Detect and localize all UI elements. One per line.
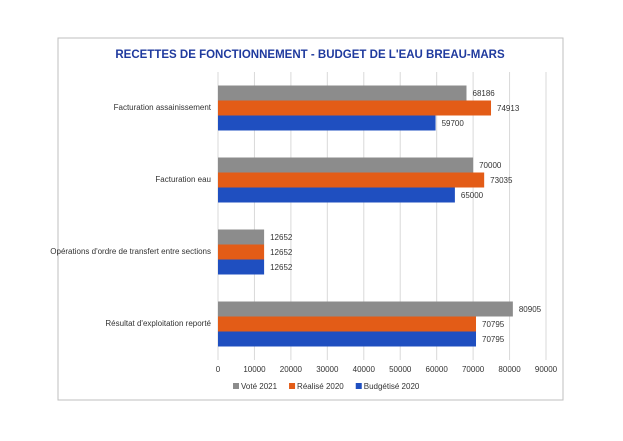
value-label: 70795 [482, 335, 505, 344]
bar [218, 100, 492, 116]
bar [218, 316, 477, 332]
value-label: 12652 [270, 233, 293, 242]
value-label: 12652 [270, 263, 293, 272]
bar [218, 301, 513, 317]
bar [218, 157, 474, 173]
value-label: 74913 [497, 104, 520, 113]
x-tick-label: 10000 [243, 365, 266, 374]
y-tick-label: Facturation assainissement [114, 103, 212, 112]
x-tick-label: 90000 [535, 365, 558, 374]
x-tick-label: 60000 [426, 365, 449, 374]
value-label: 80905 [519, 305, 542, 314]
legend-label: Réalisé 2020 [297, 382, 344, 391]
value-label: 68186 [473, 89, 496, 98]
bar [218, 259, 265, 275]
value-label: 59700 [442, 119, 465, 128]
value-label: 70795 [482, 320, 505, 329]
x-tick-label: 50000 [389, 365, 412, 374]
x-tick-label: 40000 [353, 365, 376, 374]
bar [218, 187, 455, 203]
x-tick-label: 20000 [280, 365, 303, 374]
legend-swatch [289, 383, 296, 389]
value-label: 70000 [479, 161, 502, 170]
x-tick-label: 80000 [498, 365, 521, 374]
bar [218, 172, 485, 188]
x-tick-label: 30000 [316, 365, 339, 374]
bar [218, 244, 265, 260]
x-tick-label: 0 [216, 365, 221, 374]
y-tick-label: Facturation eau [155, 175, 211, 184]
y-tick-label: Opérations d'ordre de transfert entre se… [50, 247, 211, 256]
chart-title: RECETTES DE FONCTIONNEMENT - BUDGET DE L… [115, 49, 505, 61]
value-label: 12652 [270, 248, 293, 257]
value-label: 73035 [490, 176, 513, 185]
bar [218, 229, 265, 245]
value-label: 65000 [461, 191, 484, 200]
legend-label: Voté 2021 [241, 382, 278, 391]
legend-swatch [355, 383, 362, 389]
x-tick-label: 70000 [462, 365, 485, 374]
bar [218, 85, 467, 101]
legend-swatch [233, 383, 239, 389]
legend-label: Budgétisé 2020 [364, 382, 420, 391]
bar [218, 331, 477, 347]
y-tick-label: Résultat d'exploitation reporté [105, 319, 211, 328]
bar [218, 115, 436, 131]
